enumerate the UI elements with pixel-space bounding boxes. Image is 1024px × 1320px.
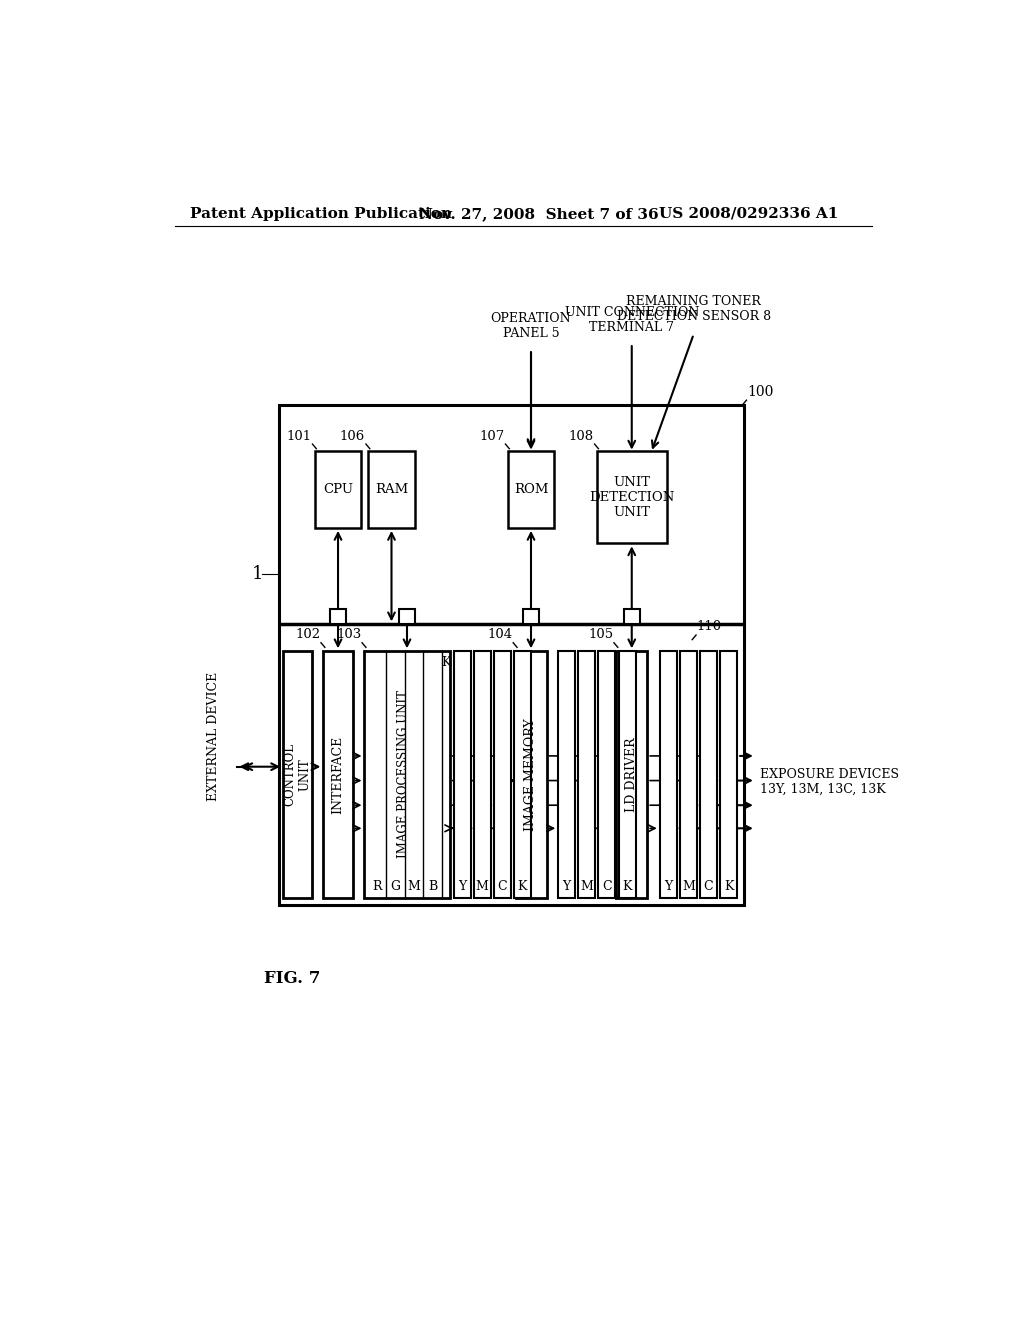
Bar [280,405,744,906]
Text: CPU: CPU [323,483,353,496]
Text: Patent Application Publication: Patent Application Publication [190,207,452,220]
Text: 101: 101 [287,429,311,442]
Text: Y: Y [458,879,466,892]
Text: 104: 104 [487,628,512,642]
Text: 110: 110 [697,620,722,634]
Bar [659,651,677,898]
Text: 105: 105 [588,628,613,642]
Text: 106: 106 [340,429,366,442]
Bar [474,651,490,898]
Text: M: M [581,879,593,892]
Text: M: M [682,879,694,892]
Bar [515,651,547,898]
Bar [523,609,539,624]
Bar [700,651,717,898]
Text: Y: Y [562,879,570,892]
Bar [365,651,450,898]
Bar [597,451,667,544]
Bar [494,651,511,898]
Bar [579,651,595,898]
Text: K: K [724,879,733,892]
Text: LD DRIVER: LD DRIVER [626,737,638,812]
Text: G: G [390,879,400,892]
Text: K: K [441,656,451,669]
Bar [324,651,352,898]
Text: B: B [428,879,437,892]
Bar [283,651,312,898]
Text: K: K [623,879,632,892]
Text: REMAINING TONER
DETECTION SENSOR 8: REMAINING TONER DETECTION SENSOR 8 [616,294,771,322]
Text: 107: 107 [479,429,505,442]
Text: C: C [602,879,611,892]
Text: R: R [372,879,382,892]
Text: IMAGE PROCESSING UNIT: IMAGE PROCESSING UNIT [396,690,410,858]
Text: UNIT CONNECTION
TERMINAL 7: UNIT CONNECTION TERMINAL 7 [564,306,699,334]
Bar [680,651,697,898]
Bar [618,651,636,898]
Bar [598,651,615,898]
Bar [558,651,575,898]
Bar [720,651,737,898]
Text: OPERATION
PANEL 5: OPERATION PANEL 5 [490,313,571,341]
Text: 100: 100 [748,384,773,399]
Text: UNIT
DETECTION
UNIT: UNIT DETECTION UNIT [589,475,675,519]
Text: M: M [476,879,488,892]
Text: C: C [498,879,507,892]
Bar [399,609,415,624]
Text: RAM: RAM [375,483,409,496]
Text: 1: 1 [252,565,263,583]
Text: INTERFACE: INTERFACE [332,735,344,813]
Bar [331,609,346,624]
Text: Nov. 27, 2008  Sheet 7 of 36: Nov. 27, 2008 Sheet 7 of 36 [419,207,658,220]
Text: K: K [518,879,527,892]
Bar [616,651,647,898]
Text: ROM: ROM [514,483,548,496]
Bar [369,451,415,528]
Text: Y: Y [664,879,673,892]
Text: CONTROL
UNIT: CONTROL UNIT [284,743,311,807]
Text: 108: 108 [568,429,594,442]
Bar [514,651,531,898]
Text: EXTERNAL DEVICE: EXTERNAL DEVICE [207,672,220,800]
Text: 102: 102 [295,628,321,642]
Text: FIG. 7: FIG. 7 [263,970,319,987]
Bar [454,651,471,898]
Text: EXPOSURE DEVICES
13Y, 13M, 13C, 13K: EXPOSURE DEVICES 13Y, 13M, 13C, 13K [760,768,899,796]
Text: 103: 103 [336,628,361,642]
Text: M: M [408,879,421,892]
Bar [508,451,554,528]
Bar [314,451,361,528]
Bar [624,609,640,624]
Text: IMAGE MEMORY: IMAGE MEMORY [524,718,538,830]
Text: US 2008/0292336 A1: US 2008/0292336 A1 [658,207,839,220]
Text: C: C [703,879,714,892]
